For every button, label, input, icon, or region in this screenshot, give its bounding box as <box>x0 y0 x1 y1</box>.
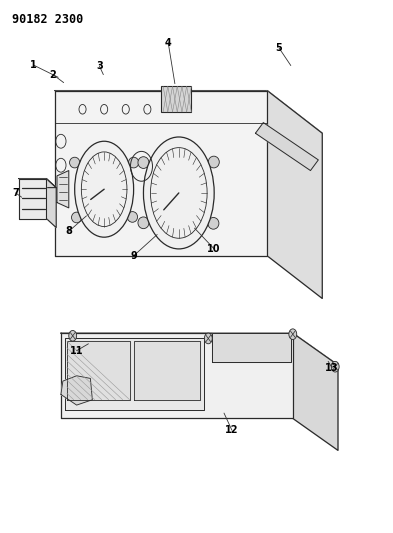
Polygon shape <box>65 338 204 410</box>
Ellipse shape <box>75 141 134 237</box>
Polygon shape <box>293 333 338 450</box>
Text: 3: 3 <box>96 61 103 71</box>
Polygon shape <box>57 171 69 208</box>
Polygon shape <box>55 91 267 256</box>
Ellipse shape <box>138 157 149 168</box>
Text: 8: 8 <box>65 227 72 236</box>
Polygon shape <box>46 179 56 228</box>
Text: 7: 7 <box>12 188 19 198</box>
Ellipse shape <box>129 157 139 168</box>
Circle shape <box>69 330 77 341</box>
Text: 10: 10 <box>208 244 221 254</box>
Polygon shape <box>255 123 318 171</box>
Circle shape <box>289 329 297 340</box>
Text: 1: 1 <box>30 60 37 70</box>
Circle shape <box>204 333 212 344</box>
Text: 13: 13 <box>325 363 339 373</box>
Text: 12: 12 <box>225 425 239 435</box>
Ellipse shape <box>127 212 138 222</box>
Ellipse shape <box>72 212 82 223</box>
Ellipse shape <box>208 217 219 229</box>
Polygon shape <box>267 91 322 298</box>
Text: 4: 4 <box>165 38 172 47</box>
Polygon shape <box>67 341 130 400</box>
Text: 11: 11 <box>70 346 83 356</box>
Polygon shape <box>19 179 46 219</box>
Ellipse shape <box>70 157 80 168</box>
Polygon shape <box>55 91 322 133</box>
Polygon shape <box>61 333 338 365</box>
FancyBboxPatch shape <box>161 86 191 112</box>
Polygon shape <box>134 341 200 400</box>
Polygon shape <box>212 333 291 362</box>
Ellipse shape <box>138 217 149 229</box>
Ellipse shape <box>208 156 219 168</box>
Circle shape <box>331 361 339 372</box>
Text: 90182 2300: 90182 2300 <box>12 13 83 26</box>
Polygon shape <box>19 179 56 188</box>
Text: 2: 2 <box>50 70 57 79</box>
Ellipse shape <box>143 137 214 249</box>
Text: 5: 5 <box>275 43 283 53</box>
Polygon shape <box>61 376 92 405</box>
Text: 9: 9 <box>130 251 137 261</box>
Polygon shape <box>61 333 293 418</box>
